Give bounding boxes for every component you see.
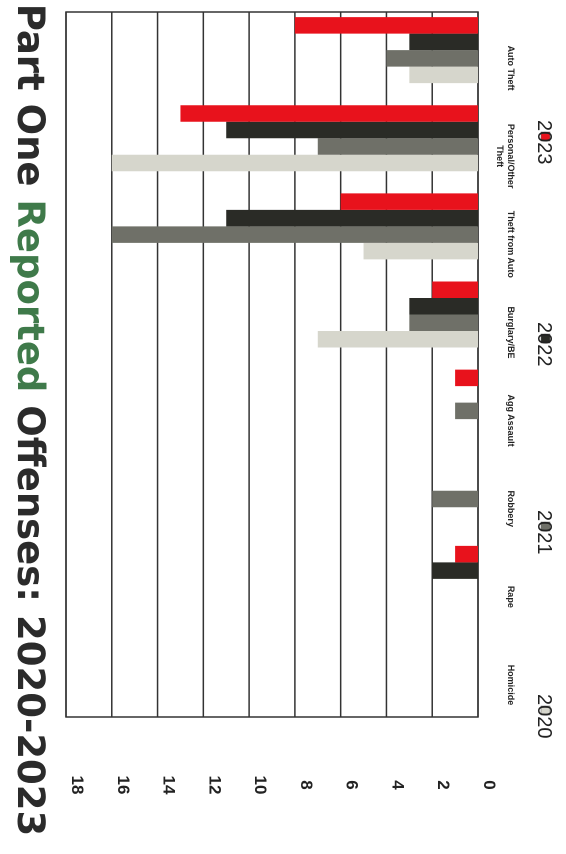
bar-personal-other-theft-2023 bbox=[180, 105, 478, 122]
bar-theft-from-auto-2023 bbox=[340, 193, 478, 210]
y-tick-label-18: 18 bbox=[68, 776, 87, 795]
bar-robbery-2021 bbox=[432, 490, 478, 508]
bar-personal-other-theft-2020 bbox=[111, 154, 479, 172]
legend-label-2022: 2022 bbox=[533, 322, 555, 367]
y-tick-label-12: 12 bbox=[205, 776, 224, 795]
bar-burglary-be-2020 bbox=[317, 331, 478, 348]
legend-swatch-2023 bbox=[540, 131, 551, 142]
bar-personal-other-theft-2022 bbox=[226, 121, 478, 139]
plot-area: 0 2 4 6 8 10 12 14 16 18 Homicide Rape Robbery Agg As… bbox=[65, 11, 516, 795]
category-label-burglary-be: Burglary/BE bbox=[506, 306, 516, 358]
legend-item-2023: 2023 bbox=[533, 120, 555, 165]
bar-auto-theft-2023 bbox=[294, 17, 478, 34]
y-tick-label-10: 10 bbox=[251, 776, 270, 795]
bar-auto-theft-2021 bbox=[386, 50, 478, 67]
category-label-homicide: Homicide bbox=[506, 665, 516, 706]
bar-burglary-be-2021 bbox=[409, 314, 478, 331]
category-label-auto-theft: Auto Theft bbox=[506, 46, 516, 91]
bar-agg-assault-2021 bbox=[455, 402, 478, 420]
legend-item-2021: 2021 bbox=[533, 510, 555, 555]
bar-burglary-be-2022 bbox=[409, 298, 478, 315]
chart-title-text: Part One Reported Offenses: 2020-2023 bbox=[9, 4, 52, 837]
y-tick-label-4: 4 bbox=[388, 780, 407, 790]
legend-label-2020: 2020 bbox=[533, 694, 555, 739]
legend: 2020 2021 2022 2023 bbox=[533, 120, 555, 739]
bar-rape-2022 bbox=[432, 562, 478, 579]
chart-title: Part One Reported Offenses: 2020-2023 bbox=[9, 4, 52, 837]
legend-swatch-2021 bbox=[540, 521, 551, 532]
legend-label-2023: 2023 bbox=[533, 120, 555, 165]
bar-auto-theft-2020 bbox=[409, 66, 478, 84]
y-tick-label-2: 2 bbox=[434, 780, 453, 789]
bar-personal-other-theft-2021 bbox=[317, 138, 478, 155]
bar-rape-2023 bbox=[455, 545, 478, 563]
legend-item-2020: 2020 bbox=[533, 694, 555, 739]
bar-auto-theft-2022 bbox=[409, 33, 478, 51]
legend-item-2022: 2022 bbox=[533, 322, 555, 367]
y-tick-label-6: 6 bbox=[343, 780, 362, 789]
bar-theft-from-auto-2021 bbox=[111, 226, 479, 243]
bar-burglary-be-2023 bbox=[432, 281, 478, 298]
legend-label-2021: 2021 bbox=[533, 510, 555, 555]
bar-agg-assault-2023 bbox=[455, 369, 478, 387]
category-label-rape: Rape bbox=[506, 586, 516, 608]
bar-theft-from-auto-2020 bbox=[363, 242, 478, 260]
legend-swatch-2020 bbox=[540, 705, 551, 716]
y-tick-label-14: 14 bbox=[160, 776, 179, 795]
bar-theft-from-auto-2022 bbox=[226, 209, 478, 227]
legend-swatch-2022 bbox=[540, 333, 551, 344]
y-tick-label-8: 8 bbox=[297, 780, 316, 789]
category-label-robbery: Robbery bbox=[506, 490, 516, 527]
category-label-theft-from-auto: Theft from Auto bbox=[506, 211, 516, 279]
y-tick-label-0: 0 bbox=[480, 780, 499, 789]
y-tick-label-16: 16 bbox=[114, 776, 133, 795]
plot-border bbox=[65, 11, 479, 718]
category-label-agg-assault: Agg Assault bbox=[506, 394, 516, 446]
category-label-personal-other-theft: Personal/OtherTheft bbox=[495, 124, 516, 189]
